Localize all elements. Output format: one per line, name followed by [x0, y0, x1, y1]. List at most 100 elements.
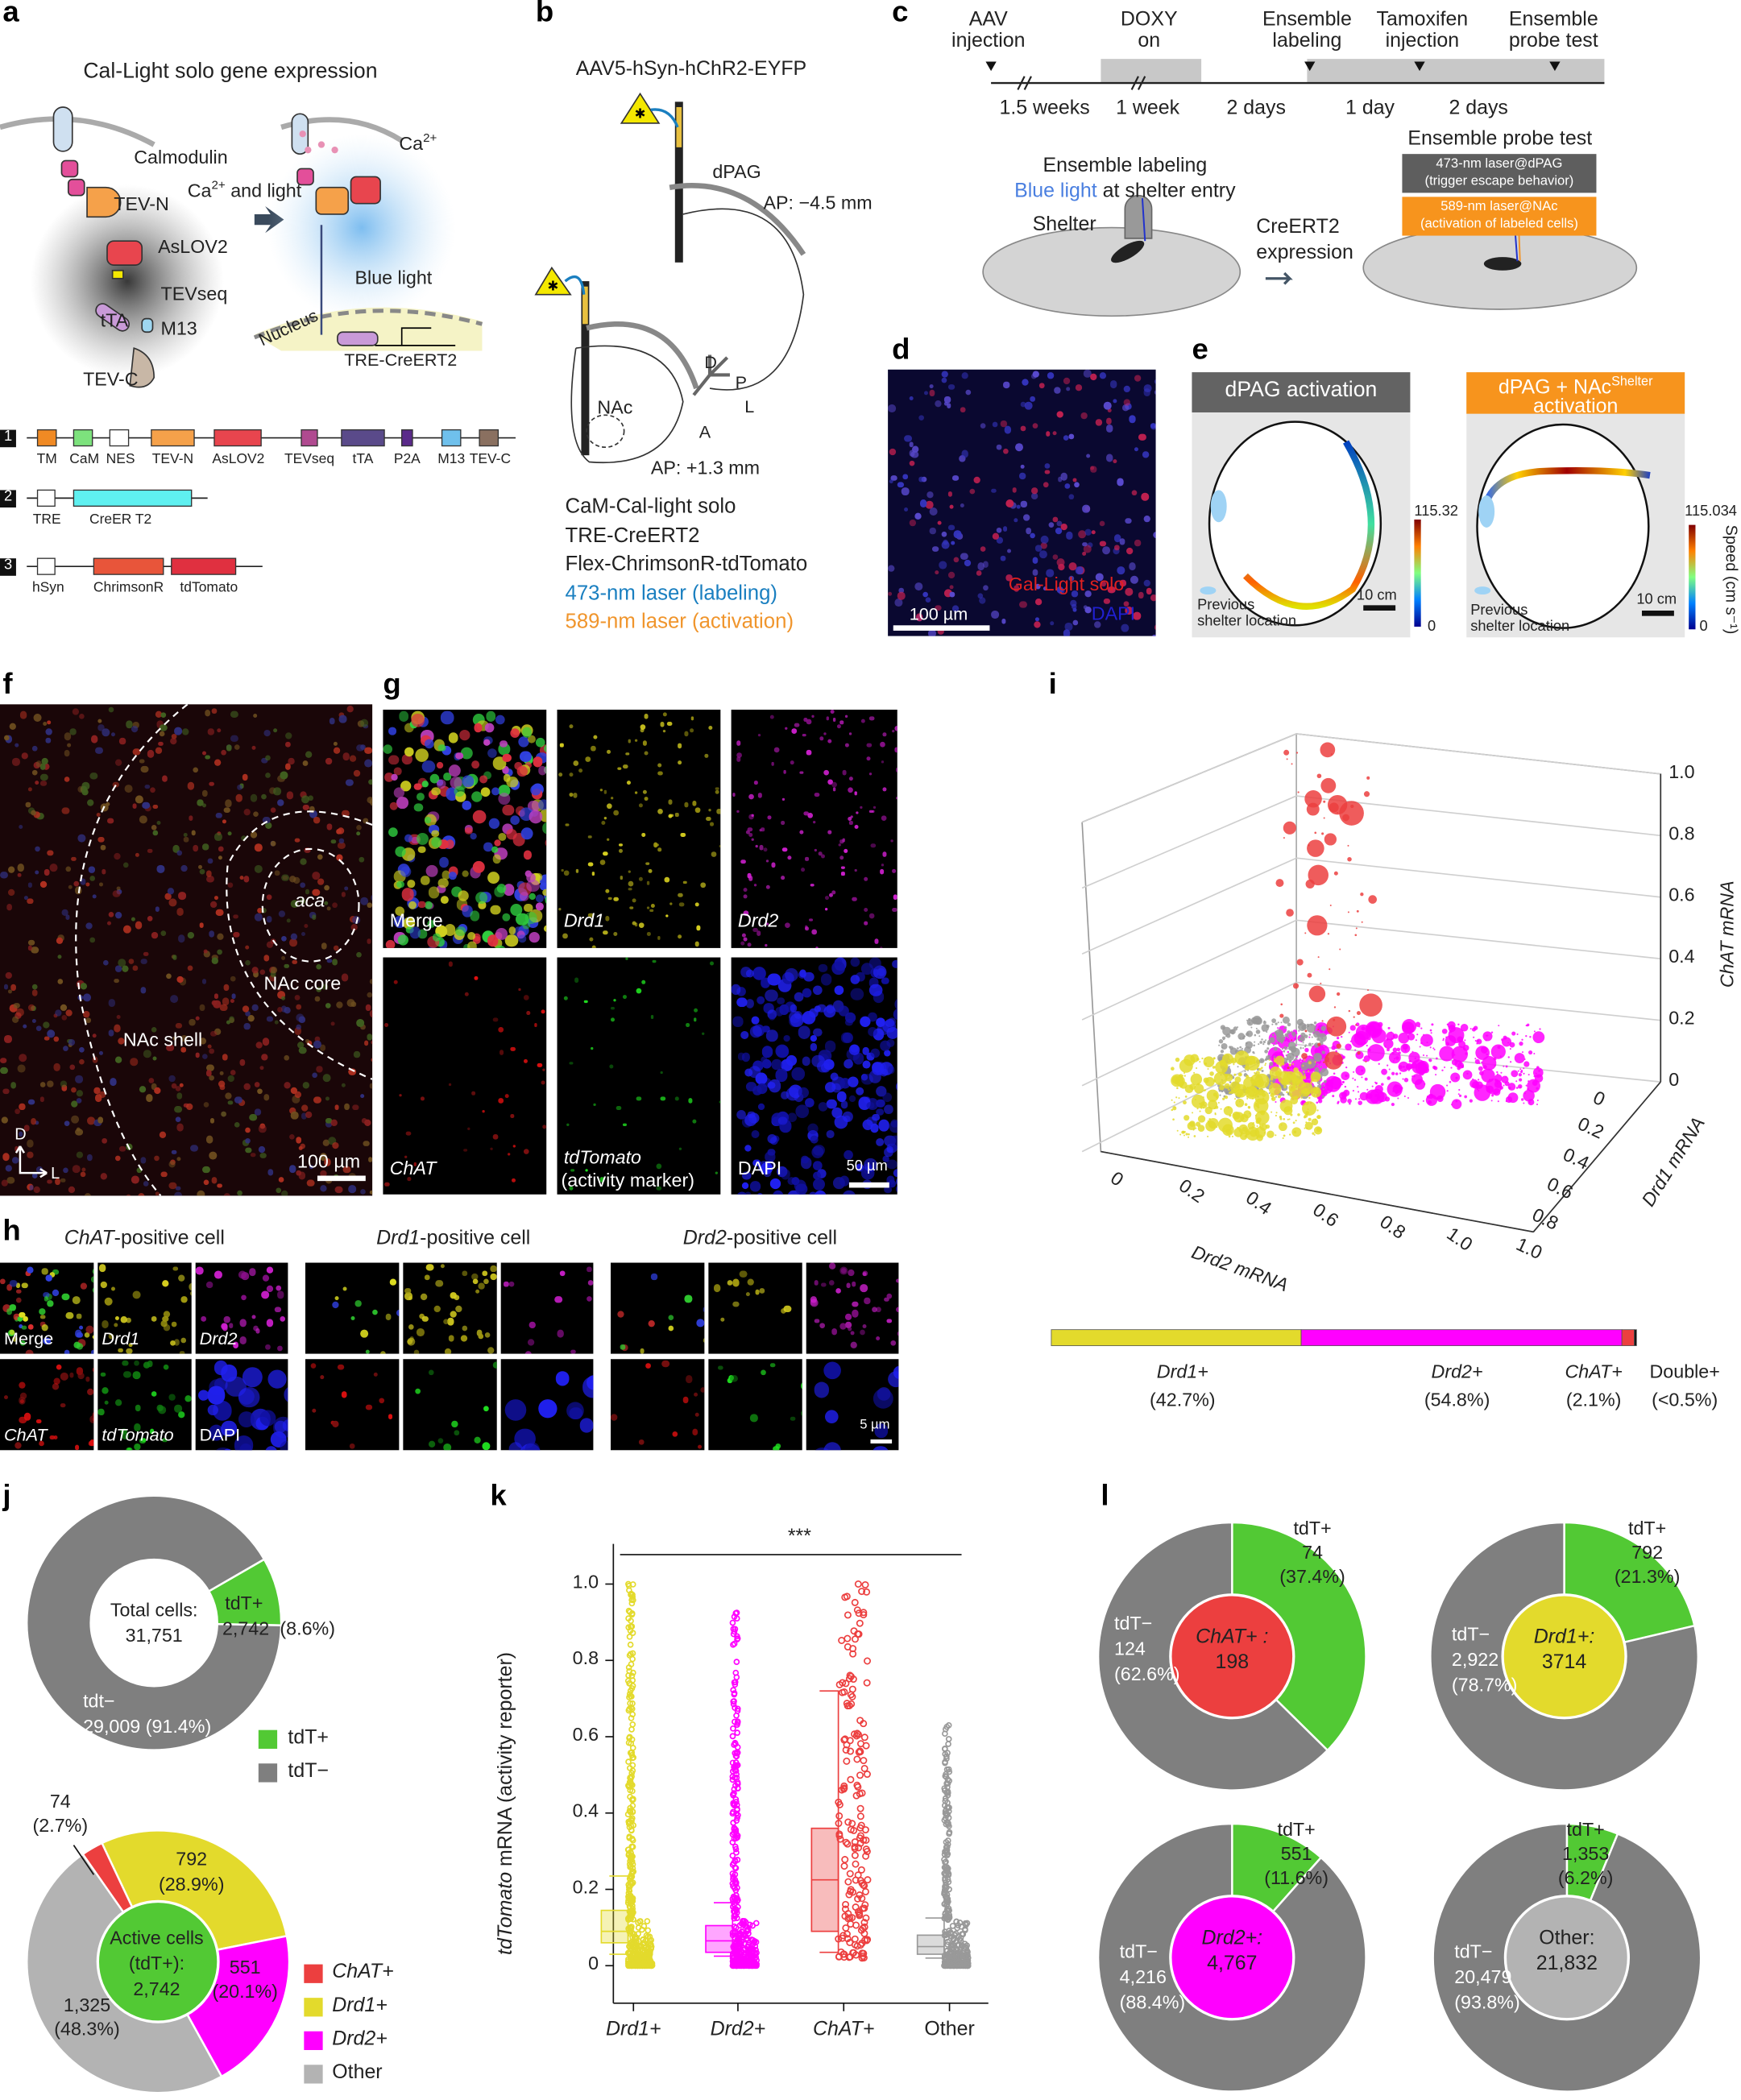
cell-signal [408, 1323, 415, 1330]
cell-signal [414, 802, 424, 812]
cell-signal [449, 872, 457, 880]
blue-light-text: Blue light at shelter entry [1014, 179, 1236, 203]
cell-signal [781, 1169, 791, 1179]
cell-signal [1081, 412, 1088, 419]
cell-signal [424, 901, 433, 909]
cell-signal [45, 1274, 52, 1282]
cell-signal [983, 586, 989, 591]
cell-signal [1105, 454, 1113, 462]
cell-signal [114, 852, 121, 859]
cell-signal [491, 787, 500, 796]
cell-signal [762, 1025, 770, 1033]
cell-signal [47, 720, 52, 725]
cell-signal [188, 815, 193, 821]
dpag-label: dPAG [712, 160, 761, 183]
dpag-activation-title: dPAG activation [1192, 372, 1411, 412]
cell-signal [493, 945, 507, 948]
cell-signal [690, 727, 694, 732]
cell-signal [941, 371, 949, 379]
cell-signal [90, 735, 99, 743]
cell-signal [568, 772, 573, 777]
cell-signal [519, 891, 529, 901]
cell-signal [247, 1015, 255, 1022]
cell-signal [176, 1124, 184, 1132]
cell-signal [94, 1087, 101, 1095]
cell-signal [876, 1099, 885, 1108]
cell-signal [561, 868, 564, 872]
cell-signal [18, 1131, 23, 1137]
cell-signal [492, 1134, 498, 1140]
cell-signal [360, 719, 369, 727]
cell-signal [926, 491, 934, 499]
cell-signal [473, 1278, 479, 1284]
cell-signal [305, 1111, 313, 1118]
cell-signal [445, 840, 454, 850]
cell-signal [366, 938, 371, 944]
cell-signal [126, 1348, 132, 1354]
cell-signal [9, 1004, 18, 1013]
right-scale-label: 10 cm [1636, 591, 1677, 608]
cell-signal [875, 1017, 885, 1027]
cell-signal [341, 1391, 348, 1398]
cell-signal [871, 1307, 877, 1313]
cell-signal [860, 1284, 868, 1292]
cell-signal [1150, 594, 1156, 603]
cell-signal [849, 1330, 855, 1336]
cell-signal [748, 876, 753, 881]
grid-line [1296, 733, 1661, 775]
cell-signal [737, 1053, 745, 1061]
cell-signal [961, 450, 969, 458]
cell-signal [128, 959, 134, 964]
cell-signal [617, 1311, 625, 1318]
drd2-point [1533, 1052, 1536, 1054]
cell-signal [898, 588, 905, 594]
cell-signal [342, 1286, 348, 1292]
cell-signal [694, 807, 700, 813]
cell-signal [996, 527, 1003, 534]
cell-signal [697, 1444, 702, 1450]
cell-signal [135, 852, 140, 858]
cell-signal [1133, 611, 1141, 619]
cell-signal [433, 1305, 441, 1312]
tile-label: DAPI [199, 1424, 241, 1445]
cell-signal [458, 729, 470, 741]
cell-signal [214, 1028, 222, 1036]
cell-signal [94, 1094, 103, 1103]
cell-signal [180, 864, 189, 872]
cell-image [500, 1359, 594, 1451]
cell-signal [302, 804, 309, 811]
grid-line [1081, 857, 1297, 955]
reagent-3: Flex-ChrimsonR-tdTomato [565, 553, 808, 576]
cell-signal [222, 997, 230, 1006]
cell-signal [113, 781, 119, 788]
cell-signal [504, 1398, 527, 1420]
cell-signal [55, 1178, 61, 1185]
cell-signal [491, 846, 499, 854]
axis-l-label: L [51, 1163, 60, 1183]
cell-signal [727, 1377, 732, 1383]
cell-signal [102, 727, 110, 736]
cell-signal [693, 1393, 698, 1398]
cell-signal [206, 1281, 213, 1288]
cell-signal [295, 1091, 302, 1099]
cell-signal [732, 1301, 740, 1307]
cell-signal [252, 1325, 259, 1332]
cell-signal [976, 570, 983, 577]
cell-signal [348, 1068, 356, 1076]
cell-signal [390, 773, 398, 781]
cell-signal [774, 1069, 788, 1083]
cell-signal [404, 834, 413, 843]
cell-signal [142, 1438, 147, 1443]
cell-signal [100, 1173, 107, 1180]
cell-signal [1154, 623, 1156, 632]
cell-signal [390, 1279, 397, 1286]
panel-label-d: d [892, 332, 910, 366]
cell-signal [542, 1068, 546, 1072]
cell-signal [910, 451, 918, 459]
cell-signal [267, 1369, 287, 1389]
cell-image [611, 1262, 705, 1354]
cell-signal [190, 1144, 198, 1152]
cell-signal [1090, 373, 1097, 380]
cell-signal [570, 1169, 574, 1173]
cell-signal [748, 827, 752, 832]
